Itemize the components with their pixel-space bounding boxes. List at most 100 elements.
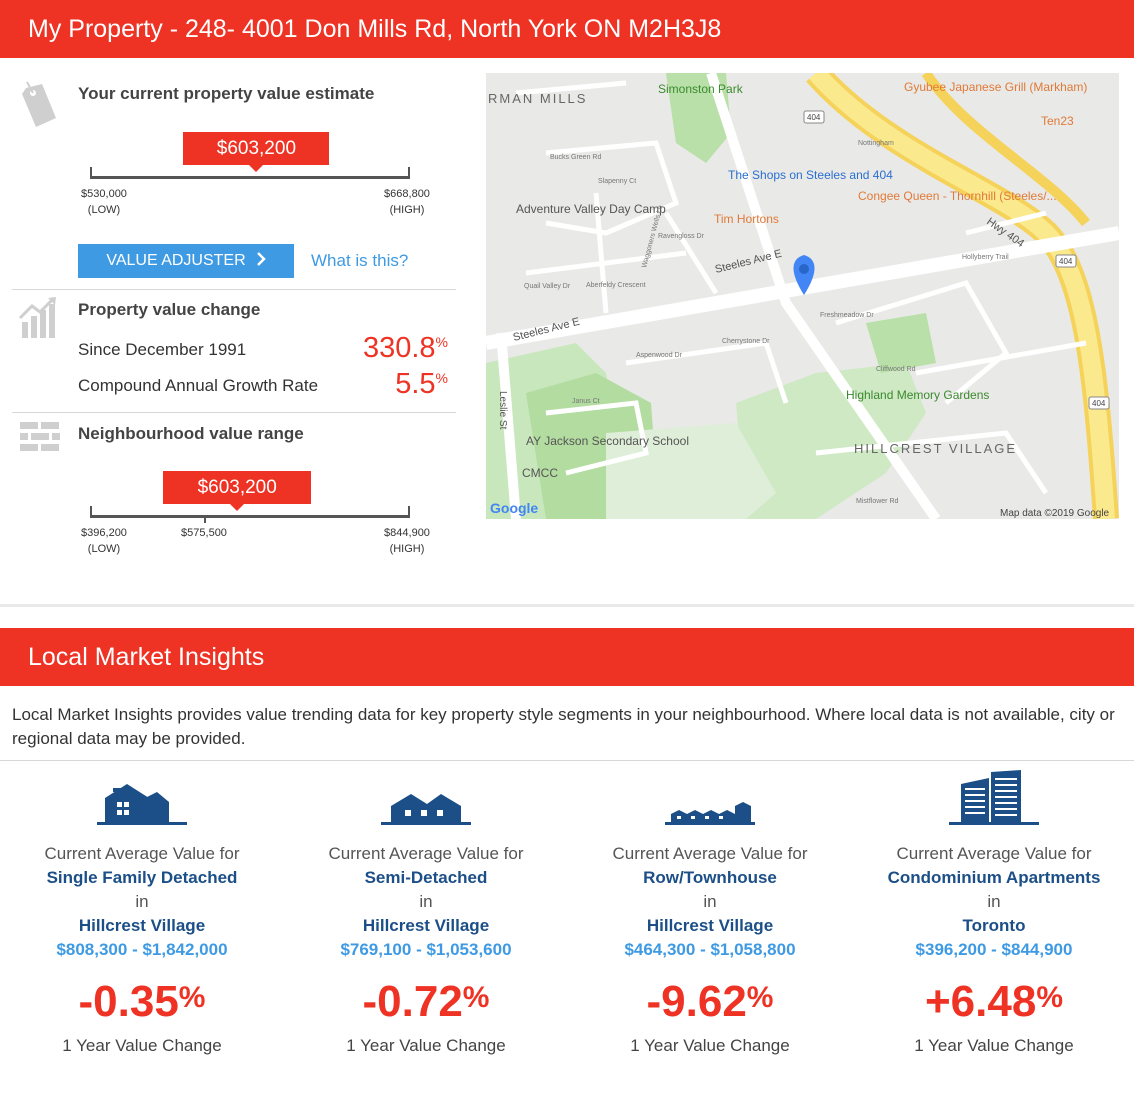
map-leslie-st [496,332,521,519]
column-change-value: +6.48 [924,977,1037,1026]
neighbourhood-value-badge: $603,200 [163,471,312,511]
column-in: in [987,892,1001,911]
brick-wall-icon [18,420,62,459]
column-range: $396,200 - $844,900 [915,940,1073,959]
neighbourhood-mid-label: $575,500 [176,525,232,541]
value-change-title: Property value change [78,300,261,319]
neighbourhood-low-tick [90,506,92,518]
estimate-high-tag: (HIGH) [389,204,425,216]
map-label-mistflower: Mistflower Rd [856,498,899,505]
estimate-high-label: $668,800 (HIGH) [378,186,436,218]
neighbourhood-low-tag: (LOW) [87,543,121,555]
cagr-label: Compound Annual Growth Rate [78,376,319,395]
neighbourhood-range-line [90,515,410,518]
column-type: Single Family Detached [46,868,238,887]
map-label-simonston: Simonston Park [658,82,744,96]
insight-column-single-family: Current Average Value for Single Family … [0,770,284,1056]
column-caption: 1 Year Value Change [346,1036,506,1055]
price-tag-icon [18,80,60,135]
map-label-ten23: Ten23 [1041,114,1074,128]
map-label-quail: Quail Valley Dr [524,283,571,290]
column-in: in [703,892,717,911]
map-label-slapenny: Slapenny Ct [598,178,636,185]
column-label: Current Average Value for [896,844,1092,863]
map-label-nottingham: Nottingham [858,140,894,147]
insight-column-semi-detached: Current Average Value for Semi-Detached … [284,770,568,1056]
neighbourhood-mid-value: $575,500 [181,527,227,539]
map-label-congee: Congee Queen - Thornhill (Steeles/... [858,189,1057,203]
section-divider [12,412,456,413]
map-location-marker [793,255,815,295]
neighbourhood-mid-tick [204,515,206,523]
column-area: Hillcrest Village [646,916,774,935]
insights-header: Local Market Insights [0,628,1134,686]
neighbourhood-range-slider: $603,200 $396,200 (LOW) $575,500 $844,90… [78,471,434,563]
neighbourhood-title: Neighbourhood value range [78,424,304,443]
property-header-title: My Property - 248- 4001 Don Mills Rd, No… [28,14,722,43]
map-park-south [606,423,776,519]
column-caption: 1 Year Value Change [914,1036,1074,1055]
column-change-unit: % [746,981,774,1014]
estimate-value: $603,200 [216,138,297,159]
map-label-hillcrest: HILLCREST VILLAGE [854,441,1017,456]
value-adjuster-button[interactable]: VALUE ADJUSTER [78,244,294,278]
neighbourhood-high-label: $844,900 (HIGH) [378,525,436,557]
column-label: Current Average Value for [44,844,240,863]
svg-text:404: 404 [1059,257,1073,266]
insight-column-townhouse: Current Average Value for Row/Townhouse … [568,770,852,1056]
cagr-percent: 5.5 [395,368,436,400]
insights-header-title: Local Market Insights [28,642,265,671]
column-label: Current Average Value for [328,844,524,863]
neighbourhood-high-tick [408,506,410,518]
column-range: $808,300 - $1,842,000 [56,940,228,959]
insights-divider [0,760,1134,761]
map-label-hollyberry: Hollyberry Trail [962,254,1009,261]
map-label-cmcc: CMCC [522,466,558,480]
column-in: in [419,892,433,911]
map-label-leslie: Leslie St [497,391,508,430]
map-label-ravengloss: Ravengloss Dr [658,233,705,240]
neighbourhood-high-tag: (HIGH) [389,543,425,555]
column-range: $464,300 - $1,058,800 [624,940,796,959]
map-label-bucks-green: Bucks Green Rd [550,154,601,161]
cagr-unit: % [435,370,448,386]
map-label-cherrystone: Cherrystone Dr [722,338,770,345]
estimate-low-value: $530,000 [81,188,127,200]
map-label-highland: Highland Memory Gardens [846,388,989,402]
column-in: in [135,892,149,911]
map-label-freshmeadow: Freshmeadow Dr [820,312,874,319]
map-label-aberfeldy: Aberfeldy Crescent [586,282,646,289]
estimate-range-slider: $603,200 $530,000 (LOW) $668,800 (HIGH) [78,132,434,222]
insight-column-condo: Current Average Value for Condominium Ap… [852,770,1134,1056]
neighbourhood-low-value: $396,200 [81,527,127,539]
map-label-gyubee: Gyubee Japanese Grill (Markham) [904,80,1087,94]
value-adjuster-label: VALUE ADJUSTER [106,252,246,269]
since-label: Since December 1991 [78,340,247,359]
what-is-this-link[interactable]: What is this? [311,251,409,270]
column-label: Current Average Value for [612,844,808,863]
svg-text:404: 404 [807,113,821,122]
property-map[interactable]: RMAN MILLS Simonston Park Gyubee Japanes… [486,73,1119,519]
estimate-low-tick [90,167,92,179]
estimate-value-badge: $603,200 [183,132,330,172]
section-divider [12,289,456,290]
column-change-unit: % [1036,981,1064,1014]
map-park-east [866,313,936,373]
column-caption: 1 Year Value Change [630,1036,790,1055]
column-change-unit: % [178,981,206,1014]
column-change: +6.48% [852,976,1134,1028]
column-change: -9.62% [568,976,852,1028]
neighbourhood-value: $603,200 [197,477,277,498]
estimate-high-tick [408,167,410,179]
column-range: $769,100 - $1,053,600 [340,940,512,959]
since-value: 330.8% [330,332,448,365]
map-label-tim: Tim Hortons [714,212,779,226]
estimate-low-tag: (LOW) [87,204,121,216]
map-label-ay-jackson: AY Jackson Secondary School [526,434,689,448]
google-logo: Google [490,500,538,516]
estimate-title: Your current property value estimate [78,84,375,103]
condo-building-icon [852,770,1134,826]
property-header: My Property - 248- 4001 Don Mills Rd, No… [0,0,1134,58]
column-change-value: -0.35 [78,977,179,1026]
column-type: Semi-Detached [364,868,488,887]
